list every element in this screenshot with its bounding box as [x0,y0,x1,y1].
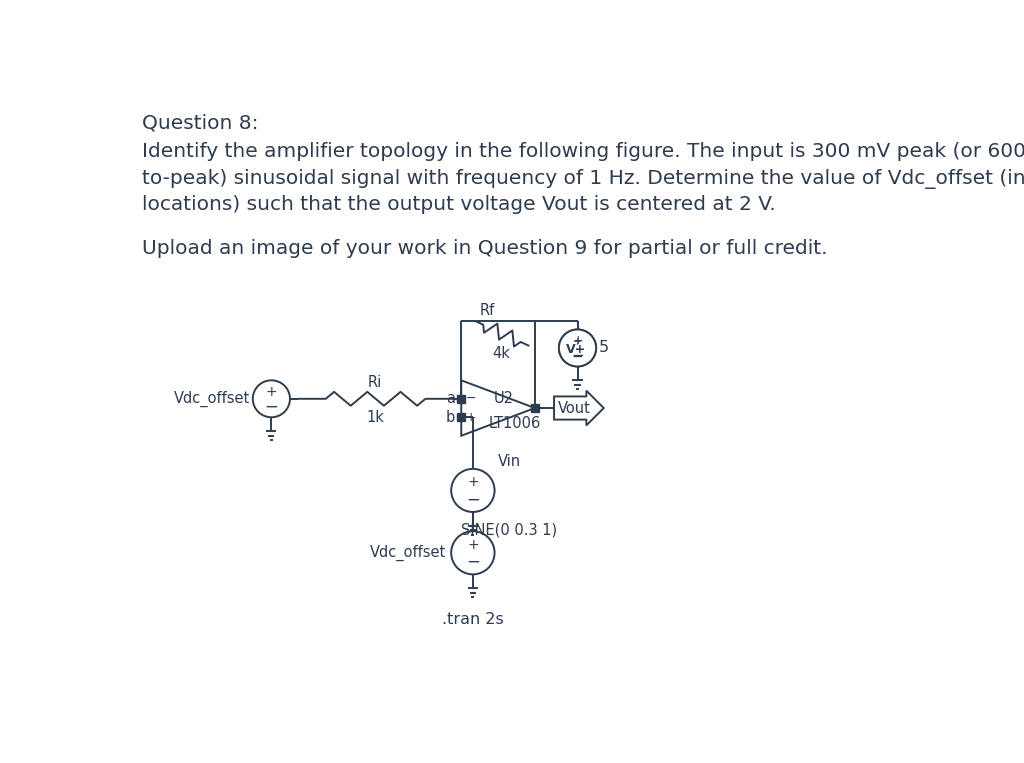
Text: .tran 2s: .tran 2s [442,612,504,627]
Text: −: − [466,553,480,571]
Text: b: b [445,410,455,425]
Text: a: a [446,391,455,406]
Text: 4k: 4k [493,346,510,361]
Text: +: + [467,538,478,552]
Circle shape [559,330,596,366]
Text: 5: 5 [599,340,609,356]
Text: to-peak) sinusoidal signal with frequency of 1 Hz. Determine the value of Vdc_of: to-peak) sinusoidal signal with frequenc… [142,169,1024,188]
Text: Vout: Vout [558,401,591,416]
Text: SINE(0 0.3 1): SINE(0 0.3 1) [461,523,557,538]
Text: −: − [571,348,584,363]
Text: 1k: 1k [367,410,384,424]
Text: +: + [265,385,278,399]
Text: V+: V+ [566,343,586,356]
Text: Rf: Rf [480,303,495,318]
Text: Question 8:: Question 8: [142,113,258,132]
Text: Upload an image of your work in Question 9 for partial or full credit.: Upload an image of your work in Question… [142,240,827,259]
Text: Ri: Ri [368,375,382,390]
Text: Identify the amplifier topology in the following figure. The input is 300 mV pea: Identify the amplifier topology in the f… [142,143,1024,162]
Text: Vdc_offset: Vdc_offset [370,545,445,561]
Text: −: − [466,491,480,508]
Text: Vdc_offset: Vdc_offset [173,391,250,407]
Text: −: − [264,398,279,416]
Text: U2: U2 [494,391,514,406]
Text: +: + [466,410,476,423]
Text: +: + [467,475,478,489]
Text: +: + [572,334,583,347]
Text: locations) such that the output voltage Vout is centered at 2 V.: locations) such that the output voltage … [142,195,776,214]
Text: LT1006: LT1006 [488,416,541,431]
Text: −: − [466,392,476,405]
Text: −: − [571,349,584,363]
Text: Vin: Vin [498,454,521,468]
Text: +: + [572,336,583,347]
